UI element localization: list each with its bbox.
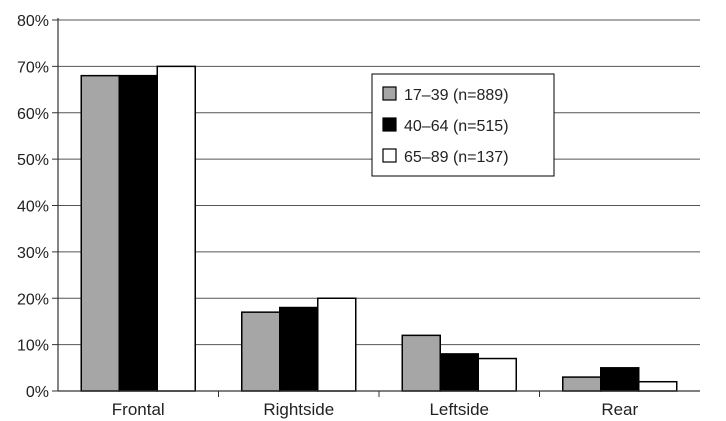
bar-frontal-series-3 <box>156 65 196 392</box>
y-tick-label: 40% <box>17 199 49 216</box>
x-category-label: Rear <box>601 400 638 419</box>
y-tick-label: 30% <box>17 245 49 262</box>
x-category-label: Rightside <box>263 400 334 419</box>
y-tick-label: 80% <box>17 13 49 30</box>
bar-rear-series-1 <box>562 376 602 392</box>
y-tick-label: 20% <box>17 291 49 308</box>
x-category-label: Leftside <box>429 400 489 419</box>
legend: 17–39 (n=889) 40–64 (n=515) 65–89 (n=137) <box>371 73 555 177</box>
x-category-label: Frontal <box>112 400 165 419</box>
bar-rightside-series-1 <box>241 311 281 392</box>
y-tick-label: 0% <box>26 384 49 401</box>
bar-rear-series-2 <box>600 367 640 392</box>
legend-box <box>371 73 555 177</box>
bar-rightside-series-3 <box>317 297 357 392</box>
legend-label-series-3: 65–89 (n=137) <box>404 149 509 166</box>
y-tick-label: 50% <box>17 152 49 169</box>
legend-swatch-series-1 <box>382 86 397 101</box>
y-tick-label: 70% <box>17 59 49 76</box>
bar-rear-series-3 <box>638 380 678 392</box>
legend-label-series-2: 40–64 (n=515) <box>404 118 509 135</box>
bar-leftside-series-3 <box>477 357 517 392</box>
axes: 0% 10% 20% 30% 40% 50% 60% 70% 80% Frontal Rightsi… <box>17 13 700 419</box>
legend-label-series-1: 17–39 (n=889) <box>404 87 509 104</box>
bars <box>80 65 678 392</box>
bar-frontal-series-2 <box>118 74 158 392</box>
y-tick-label: 10% <box>17 338 49 355</box>
bar-rightside-series-2 <box>279 306 319 392</box>
legend-swatch-series-3 <box>382 148 397 163</box>
bar-leftside-series-1 <box>401 334 441 392</box>
y-tick-label: 60% <box>17 106 49 123</box>
bar-leftside-series-2 <box>439 353 479 392</box>
legend-swatch-series-2 <box>382 117 397 132</box>
bar-frontal-series-1 <box>80 74 120 392</box>
